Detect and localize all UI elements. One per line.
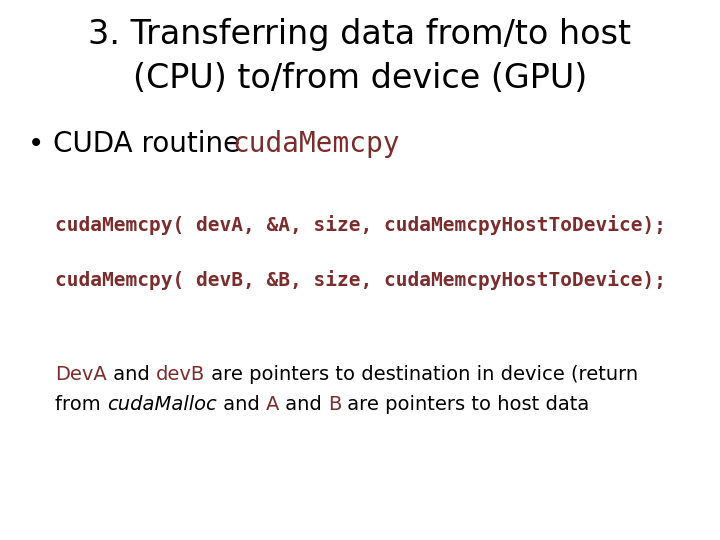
Text: devB: devB [156,365,205,384]
Text: and: and [217,395,266,414]
Text: and: and [107,365,156,384]
Text: from: from [55,395,107,414]
Text: • CUDA routine: • CUDA routine [28,130,249,158]
Text: DevA: DevA [55,365,107,384]
Text: and: and [279,395,328,414]
Text: B: B [328,395,341,414]
Text: cudaMemcpy: cudaMemcpy [232,130,400,158]
Text: are pointers to destination in device (return: are pointers to destination in device (r… [205,365,638,384]
Text: 3. Transferring data from/to host: 3. Transferring data from/to host [89,18,631,51]
Text: (CPU) to/from device (GPU): (CPU) to/from device (GPU) [133,62,587,95]
Text: are pointers to host data: are pointers to host data [341,395,590,414]
Text: cudaMalloc: cudaMalloc [107,395,217,414]
Text: A: A [266,395,279,414]
Text: cudaMemcpy( devA, &A, size, cudaMemcpyHostToDevice);: cudaMemcpy( devA, &A, size, cudaMemcpyHo… [55,215,666,235]
Text: cudaMemcpy( devB, &B, size, cudaMemcpyHostToDevice);: cudaMemcpy( devB, &B, size, cudaMemcpyHo… [55,270,666,290]
